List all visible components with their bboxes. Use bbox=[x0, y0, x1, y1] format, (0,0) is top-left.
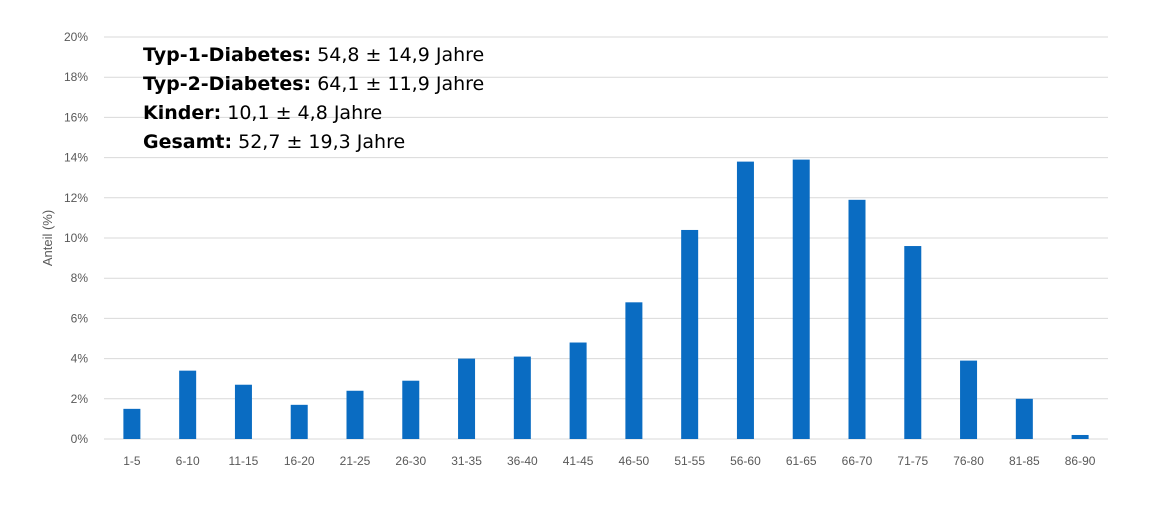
bar-56-60 bbox=[736, 161, 754, 439]
y-tick-label: 20% bbox=[64, 30, 88, 44]
x-tick-label: 46-50 bbox=[619, 454, 650, 468]
x-tick-label: 56-60 bbox=[730, 454, 761, 468]
annotation-line: Kinder: 10,1 ± 4,8 Jahre bbox=[143, 102, 382, 124]
bar-61-65 bbox=[792, 159, 810, 440]
bar-46-50 bbox=[625, 302, 643, 439]
y-tick-label: 2% bbox=[71, 392, 89, 406]
bar-21-25 bbox=[346, 390, 364, 439]
bar-76-80 bbox=[960, 360, 978, 439]
bar-36-40 bbox=[513, 356, 531, 439]
y-tick-label: 6% bbox=[71, 311, 89, 325]
x-tick-label: 86-90 bbox=[1065, 454, 1096, 468]
x-tick-label: 11-15 bbox=[229, 454, 259, 468]
x-tick-label: 51-55 bbox=[674, 454, 705, 468]
x-tick-label: 41-45 bbox=[563, 454, 594, 468]
bar-1-5 bbox=[123, 408, 141, 439]
x-tick-label: 36-40 bbox=[507, 454, 538, 468]
x-axis-ticks: 1-5 6-10 11-15 16-20 21-25 26-30 31-35 36-40 41-… bbox=[123, 454, 1096, 468]
y-axis-ticks: 0% 2% 4% 6% 8% 10% 12% 14% 16% 18% 20% bbox=[64, 30, 88, 446]
y-tick-label: 8% bbox=[71, 271, 89, 285]
y-tick-label: 14% bbox=[64, 151, 88, 165]
bar-6-10 bbox=[179, 370, 197, 439]
y-tick-label: 4% bbox=[71, 352, 89, 366]
annotation-label: Gesamt: bbox=[143, 131, 232, 153]
x-tick-label: 1-5 bbox=[123, 454, 141, 468]
bar-81-85 bbox=[1015, 398, 1033, 439]
annotation-line: Gesamt: 52,7 ± 19,3 Jahre bbox=[143, 131, 405, 153]
x-tick-label: 6-10 bbox=[176, 454, 200, 468]
annotation-line: Typ-2-Diabetes: 64,1 ± 11,9 Jahre bbox=[143, 73, 484, 95]
y-axis-label: Anteil (%) bbox=[40, 210, 55, 266]
bar-86-90 bbox=[1071, 434, 1089, 439]
bar-71-75 bbox=[904, 246, 922, 439]
annotation-label: Kinder: bbox=[143, 102, 221, 124]
bar-26-30 bbox=[402, 380, 420, 439]
y-tick-label: 10% bbox=[64, 231, 88, 245]
x-tick-label: 71-75 bbox=[897, 454, 928, 468]
x-tick-label: 31-35 bbox=[451, 454, 482, 468]
bars bbox=[123, 159, 1089, 440]
y-tick-label: 0% bbox=[71, 432, 89, 446]
y-tick-label: 18% bbox=[64, 70, 88, 84]
y-tick-label: 12% bbox=[64, 191, 88, 205]
x-tick-label: 26-30 bbox=[395, 454, 426, 468]
x-tick-label: 76-80 bbox=[953, 454, 984, 468]
x-tick-label: 81-85 bbox=[1009, 454, 1040, 468]
annotations: Typ-1-Diabetes: 54,8 ± 14,9 JahreTyp-2-D… bbox=[143, 44, 484, 153]
annotation-value: 54,8 ± 14,9 Jahre bbox=[311, 44, 484, 66]
y-tick-label: 16% bbox=[64, 110, 88, 124]
gridlines bbox=[104, 36, 1108, 440]
bar-11-15 bbox=[234, 384, 252, 439]
annotation-value: 52,7 ± 19,3 Jahre bbox=[232, 131, 405, 153]
annotation-label: Typ-1-Diabetes: bbox=[143, 44, 311, 66]
annotation-line: Typ-1-Diabetes: 54,8 ± 14,9 Jahre bbox=[143, 44, 484, 66]
annotation-value: 64,1 ± 11,9 Jahre bbox=[311, 73, 484, 95]
bar-51-55 bbox=[681, 229, 699, 439]
x-tick-label: 16-20 bbox=[284, 454, 315, 468]
annotation-label: Typ-2-Diabetes: bbox=[143, 73, 311, 95]
bar-31-35 bbox=[458, 358, 476, 439]
x-tick-label: 21-25 bbox=[340, 454, 371, 468]
x-tick-label: 66-70 bbox=[842, 454, 873, 468]
bar-66-70 bbox=[848, 199, 866, 439]
annotation-value: 10,1 ± 4,8 Jahre bbox=[221, 102, 382, 124]
x-tick-label: 61-65 bbox=[786, 454, 817, 468]
bar-41-45 bbox=[569, 342, 587, 439]
bar-16-20 bbox=[290, 404, 308, 439]
